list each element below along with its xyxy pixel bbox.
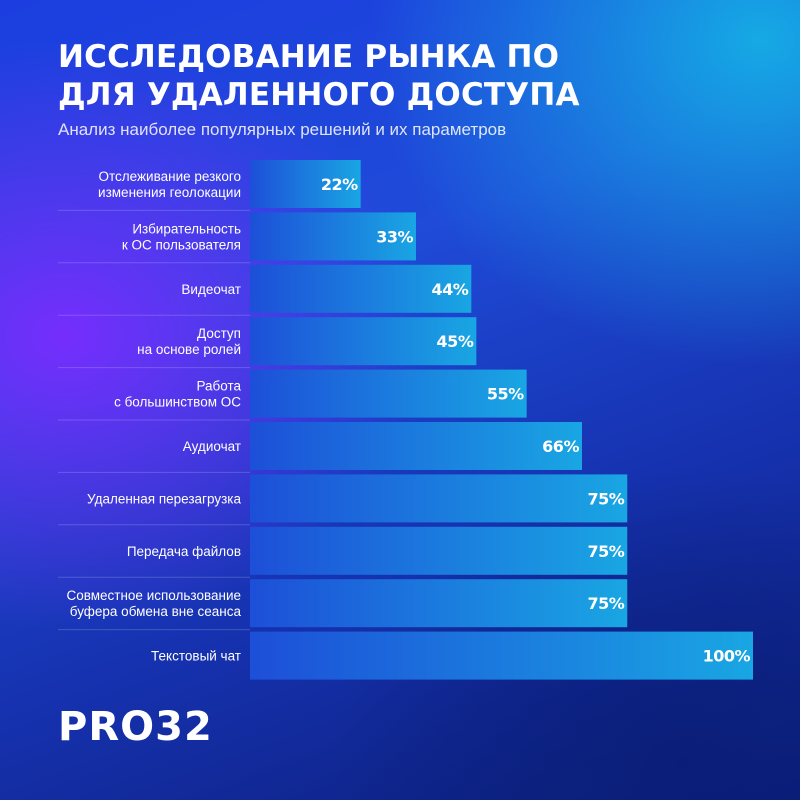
bar-value-label: 33% bbox=[376, 227, 413, 246]
bar bbox=[250, 264, 472, 313]
category-label: Совместное использование буфера обмена вн… bbox=[66, 588, 241, 619]
category-label: Доступ на основе ролей bbox=[137, 326, 241, 357]
category-label-line: на основе ролей bbox=[137, 342, 241, 357]
category-label-line: с большинством ОС bbox=[114, 395, 241, 410]
title-line-2: ДЛЯ УДАЛЕННОГО ДОСТУПА bbox=[58, 77, 580, 113]
bar bbox=[250, 212, 416, 261]
category-label: Аудиочат bbox=[183, 439, 241, 454]
bar-value-label: 75% bbox=[587, 594, 624, 613]
bar-value-label: 75% bbox=[587, 542, 624, 561]
title-line-1: ИССЛЕДОВАНИЕ РЫНКА ПО bbox=[58, 39, 560, 75]
category-label-line: Аудиочат bbox=[183, 439, 241, 454]
category-label: Передача файлов bbox=[127, 544, 241, 559]
bar-value-label: 44% bbox=[432, 280, 469, 299]
category-label-line: Отслеживание резкого bbox=[99, 169, 241, 184]
category-label-line: Удаленная перезагрузка bbox=[87, 491, 241, 506]
bar-value-label: 22% bbox=[321, 175, 358, 194]
bar bbox=[250, 317, 477, 366]
category-label: Работа с большинством ОС bbox=[114, 379, 241, 410]
bar bbox=[250, 526, 628, 575]
pro32-logo: PRO32 bbox=[58, 704, 213, 750]
category-label-line: Совместное использование bbox=[66, 588, 241, 603]
category-label: Отслеживание резкого изменения геолокации bbox=[98, 169, 241, 200]
category-label-line: буфера обмена вне сеанса bbox=[70, 604, 242, 619]
bar bbox=[250, 631, 753, 680]
bar-value-label: 100% bbox=[703, 647, 751, 666]
chart-title: ИССЛЕДОВАНИЕ РЫНКА ПО ДЛЯ УДАЛЕННОГО ДОС… bbox=[58, 38, 778, 114]
bar bbox=[250, 369, 527, 418]
bar bbox=[250, 160, 361, 208]
category-label-line: изменения геолокации bbox=[98, 185, 241, 200]
category-label-line: Избирательность bbox=[132, 221, 241, 236]
bar-value-label: 75% bbox=[587, 489, 624, 508]
category-label-line: Доступ bbox=[197, 326, 241, 341]
category-label-line: Работа bbox=[196, 379, 241, 394]
bar-value-label: 55% bbox=[487, 385, 524, 404]
bar bbox=[250, 579, 628, 628]
category-label-line: Передача файлов bbox=[127, 544, 241, 559]
category-label-line: Видеочат bbox=[181, 282, 241, 297]
category-label: Избирательность к ОС пользователя bbox=[122, 221, 241, 252]
bar bbox=[250, 474, 628, 523]
category-label-line: к ОС пользователя bbox=[122, 237, 241, 252]
bar-value-label: 66% bbox=[542, 437, 579, 456]
category-label: Видеочат bbox=[181, 282, 241, 297]
category-label-line: Текстовый чат bbox=[151, 649, 241, 664]
category-label: Текстовый чат bbox=[151, 649, 241, 664]
bar-value-label: 45% bbox=[437, 332, 474, 351]
category-label: Удаленная перезагрузка bbox=[87, 491, 241, 506]
bar bbox=[250, 422, 582, 470]
chart-subtitle: Анализ наиболее популярных решений и их … bbox=[58, 120, 507, 139]
bar-chart: 22% Отслеживание резкого изменения геолока… bbox=[58, 160, 753, 680]
